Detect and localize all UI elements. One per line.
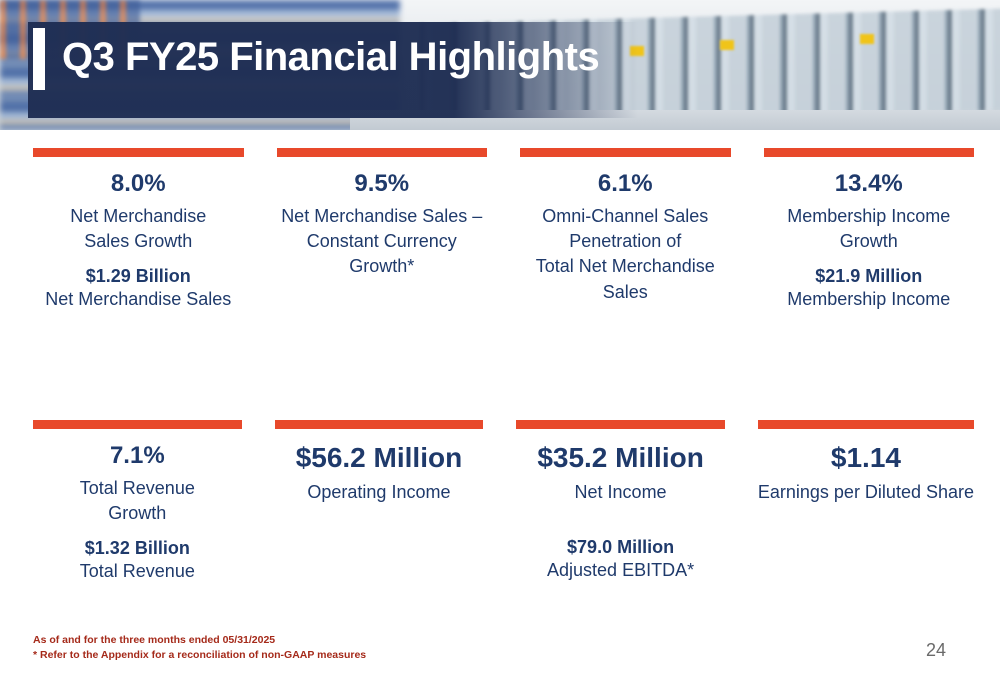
stat-card-constant-currency-growth: 9.5% Net Merchandise Sales – Constant Cu… <box>276 148 487 420</box>
footnote-non-gaap: * Refer to the Appendix for a reconcilia… <box>33 648 367 661</box>
stat-label: Omni-Channel Sales Penetration of Total … <box>535 206 715 302</box>
accent-bar <box>520 148 731 157</box>
stat-value: 13.4% <box>834 170 903 197</box>
stat-value: 7.1% <box>109 442 165 469</box>
accent-bar <box>516 420 725 429</box>
page-title: Q3 FY25 Financial Highlights <box>62 35 600 79</box>
slide-body: 8.0% Net Merchandise Sales Growth $1.29 … <box>0 130 1000 585</box>
stat-value: $35.2 Million <box>537 442 704 473</box>
stat-sub-label: Adjusted EBITDA* <box>547 560 695 581</box>
stat-label: Operating Income <box>307 482 451 502</box>
accent-bar <box>276 148 487 157</box>
accent-bar <box>274 420 484 429</box>
price-sign-decoration <box>860 34 874 44</box>
accent-bar <box>33 148 244 157</box>
stat-sub-value: $1.32 Billion <box>84 538 190 559</box>
accent-bar <box>33 420 242 429</box>
stat-card-total-revenue-growth: 7.1% Total Revenue Growth $1.32 Billion … <box>33 420 242 585</box>
stat-label: Net Merchandise Sales – Constant Currenc… <box>281 206 483 277</box>
stat-sub-label: Membership Income <box>787 289 951 310</box>
stat-label: Membership Income Growth <box>787 206 951 252</box>
header-banner: Q3 FY25 Financial Highlights <box>0 0 1000 130</box>
stat-value: 9.5% <box>354 170 410 197</box>
accent-bar <box>763 148 974 157</box>
stat-card-omni-channel-penetration: 6.1% Omni-Channel Sales Penetration of T… <box>520 148 731 420</box>
stats-row-2: 7.1% Total Revenue Growth $1.32 Billion … <box>33 420 974 585</box>
stat-label: Net Income <box>574 482 667 502</box>
footnote-period: As of and for the three months ended 05/… <box>33 633 276 646</box>
stat-card-earnings-per-diluted-share: $1.14 Earnings per Diluted Share <box>757 420 974 585</box>
price-sign-decoration <box>720 40 734 50</box>
title-accent-bar <box>33 28 45 90</box>
stat-sub-value: $21.9 Million <box>815 266 923 287</box>
stat-sub-value: $79.0 Million <box>567 537 675 558</box>
page-number: 24 <box>925 640 946 660</box>
stat-label: Earnings per Diluted Share <box>757 482 974 502</box>
footnotes: As of and for the three months ended 05/… <box>33 633 366 663</box>
stat-value: 6.1% <box>597 170 653 197</box>
stat-label: Net Merchandise Sales Growth <box>70 206 207 252</box>
stat-card-net-merchandise-sales-growth: 8.0% Net Merchandise Sales Growth $1.29 … <box>33 148 244 420</box>
stat-value: $56.2 Million <box>295 442 463 473</box>
accent-bar <box>757 420 974 429</box>
stat-sub-label: Net Merchandise Sales <box>45 289 232 310</box>
stat-value: 8.0% <box>110 170 166 197</box>
stat-card-net-income: $35.2 Million Net Income $79.0 Million A… <box>516 420 725 585</box>
stat-card-membership-income-growth: 13.4% Membership Income Growth $21.9 Mil… <box>763 148 974 420</box>
stat-value: $1.14 <box>830 442 901 473</box>
stat-label: Total Revenue Growth <box>79 478 195 524</box>
stat-sub-value: $1.29 Billion <box>85 266 191 287</box>
stats-row-1: 8.0% Net Merchandise Sales Growth $1.29 … <box>33 148 974 420</box>
title-panel: Q3 FY25 Financial Highlights <box>28 22 638 118</box>
stat-card-operating-income: $56.2 Million Operating Income <box>274 420 484 585</box>
stat-sub-label: Total Revenue <box>79 561 195 582</box>
